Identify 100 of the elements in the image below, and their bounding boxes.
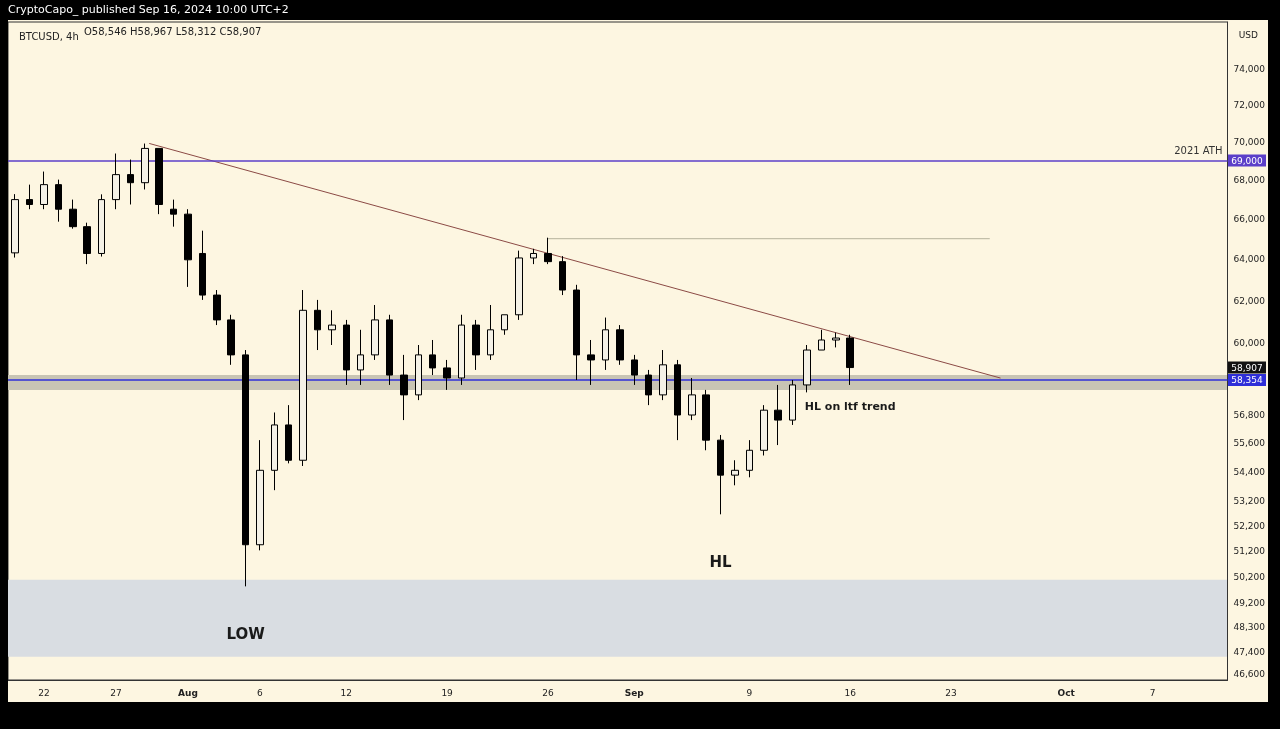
annotation: 69,000 bbox=[1231, 155, 1264, 166]
y-tick-label: 64,000 bbox=[1233, 253, 1266, 264]
annotation: 58,354 bbox=[1231, 374, 1264, 385]
candlestick bbox=[803, 344, 811, 393]
annotation: 58,907 bbox=[1231, 362, 1263, 373]
candlestick bbox=[285, 404, 292, 464]
x-tick-label: 22 bbox=[38, 687, 50, 698]
candlestick bbox=[530, 248, 537, 265]
candlestick bbox=[343, 319, 350, 386]
y-tick-label: 70,000 bbox=[1233, 136, 1266, 147]
y-tick-label: 49,200 bbox=[1233, 598, 1266, 609]
candlestick bbox=[26, 184, 33, 210]
candlestick bbox=[818, 329, 825, 351]
y-tick-label: 46,600 bbox=[1233, 669, 1266, 680]
x-tick-label: 7 bbox=[1149, 687, 1156, 698]
y-tick-label: 66,000 bbox=[1233, 213, 1266, 224]
x-tick-label: 19 bbox=[441, 687, 454, 698]
y-tick-label: 74,000 bbox=[1233, 63, 1266, 74]
annotation: O58,546 H58,967 L58,312 C58,907 bbox=[84, 25, 262, 37]
candlestick bbox=[83, 222, 91, 265]
x-tick-label: 26 bbox=[542, 687, 554, 698]
annotation: LOW bbox=[226, 625, 266, 644]
candlestick bbox=[242, 349, 249, 587]
candlestick bbox=[127, 159, 134, 205]
candlestick bbox=[112, 153, 120, 210]
x-tick-label: 12 bbox=[340, 687, 353, 698]
candlestick bbox=[702, 389, 710, 451]
candlestick bbox=[515, 250, 523, 321]
y-tick-label: 72,000 bbox=[1233, 99, 1266, 110]
candlestick bbox=[40, 171, 48, 210]
annotation: HL on ltf trend bbox=[804, 400, 896, 414]
candlestick bbox=[299, 289, 307, 467]
candlestick bbox=[371, 304, 379, 361]
y-tick-label: 55,600 bbox=[1233, 438, 1266, 449]
candlestick bbox=[328, 309, 336, 346]
candlestick bbox=[674, 359, 681, 441]
candlestick bbox=[400, 354, 408, 421]
candlestick bbox=[731, 459, 739, 486]
candlestick bbox=[501, 314, 508, 336]
candlestick bbox=[717, 434, 724, 515]
candlestick bbox=[256, 439, 264, 551]
x-tick-label: 9 bbox=[746, 687, 753, 698]
candlestick bbox=[789, 379, 796, 426]
candlestick bbox=[184, 208, 192, 288]
y-tick-label: 53,200 bbox=[1233, 495, 1266, 506]
candlestick bbox=[141, 143, 149, 190]
candlestick bbox=[213, 289, 221, 326]
y-tick-label: 52,200 bbox=[1233, 520, 1266, 531]
text: BTCUSD, 4h bbox=[19, 30, 79, 42]
candlestick bbox=[631, 354, 638, 386]
candlestick bbox=[688, 377, 696, 421]
candlestick bbox=[314, 299, 321, 351]
candlestick bbox=[645, 369, 652, 406]
candlestick bbox=[587, 339, 595, 386]
x-tick-label: Oct bbox=[1057, 687, 1076, 698]
y-tick-label: 50,200 bbox=[1233, 571, 1266, 582]
candlestick bbox=[98, 193, 105, 258]
candlestick bbox=[11, 193, 19, 259]
candlestick bbox=[271, 411, 278, 491]
candlestick bbox=[429, 339, 436, 376]
candlestick bbox=[487, 304, 494, 361]
candlestick bbox=[832, 332, 840, 348]
y-tick-label: 60,000 bbox=[1233, 338, 1266, 349]
candlestick bbox=[55, 179, 62, 223]
candlestick bbox=[559, 255, 566, 296]
y-tick-label: 56,800 bbox=[1233, 410, 1266, 421]
candlestick bbox=[357, 329, 364, 386]
y-tick-label: 62,000 bbox=[1233, 295, 1266, 306]
x-tick-label: Sep bbox=[624, 687, 645, 698]
ref-line-label: 2021 ATH bbox=[1174, 145, 1223, 157]
candlestick bbox=[69, 199, 77, 230]
candlestick bbox=[458, 314, 465, 386]
candlestick bbox=[199, 230, 206, 301]
candlestick bbox=[746, 439, 753, 478]
x-tick-label: Aug bbox=[178, 687, 198, 698]
candlestick bbox=[170, 199, 177, 228]
x-tick-label: 16 bbox=[844, 687, 857, 698]
candlestick bbox=[760, 404, 768, 456]
candlestick bbox=[659, 349, 667, 401]
candlestick bbox=[544, 237, 552, 265]
candlestick bbox=[846, 334, 854, 386]
candlestick bbox=[573, 284, 580, 381]
candlestick bbox=[227, 314, 235, 366]
candlestick bbox=[616, 324, 624, 366]
chart-subtitle: CryptoCapo_ published Sep 16, 2024 10:00 UTC+2 bbox=[8, 3, 289, 16]
y-tick-label: 48,300 bbox=[1233, 622, 1266, 633]
candlestick bbox=[443, 359, 451, 391]
candlestick bbox=[386, 314, 393, 386]
y-axis-title: USD bbox=[1238, 29, 1259, 40]
y-tick-label: 47,400 bbox=[1233, 647, 1266, 658]
candlestick bbox=[415, 344, 422, 401]
candlestick bbox=[472, 319, 480, 371]
candlestick bbox=[602, 317, 609, 371]
candlestick bbox=[774, 384, 782, 446]
candlestick bbox=[155, 147, 163, 215]
annotation: HL bbox=[709, 553, 733, 572]
y-tick-label: 68,000 bbox=[1233, 174, 1266, 185]
x-tick-label: 23 bbox=[945, 687, 957, 698]
x-tick-label: 6 bbox=[257, 687, 264, 698]
y-tick-label: 51,200 bbox=[1233, 546, 1266, 557]
